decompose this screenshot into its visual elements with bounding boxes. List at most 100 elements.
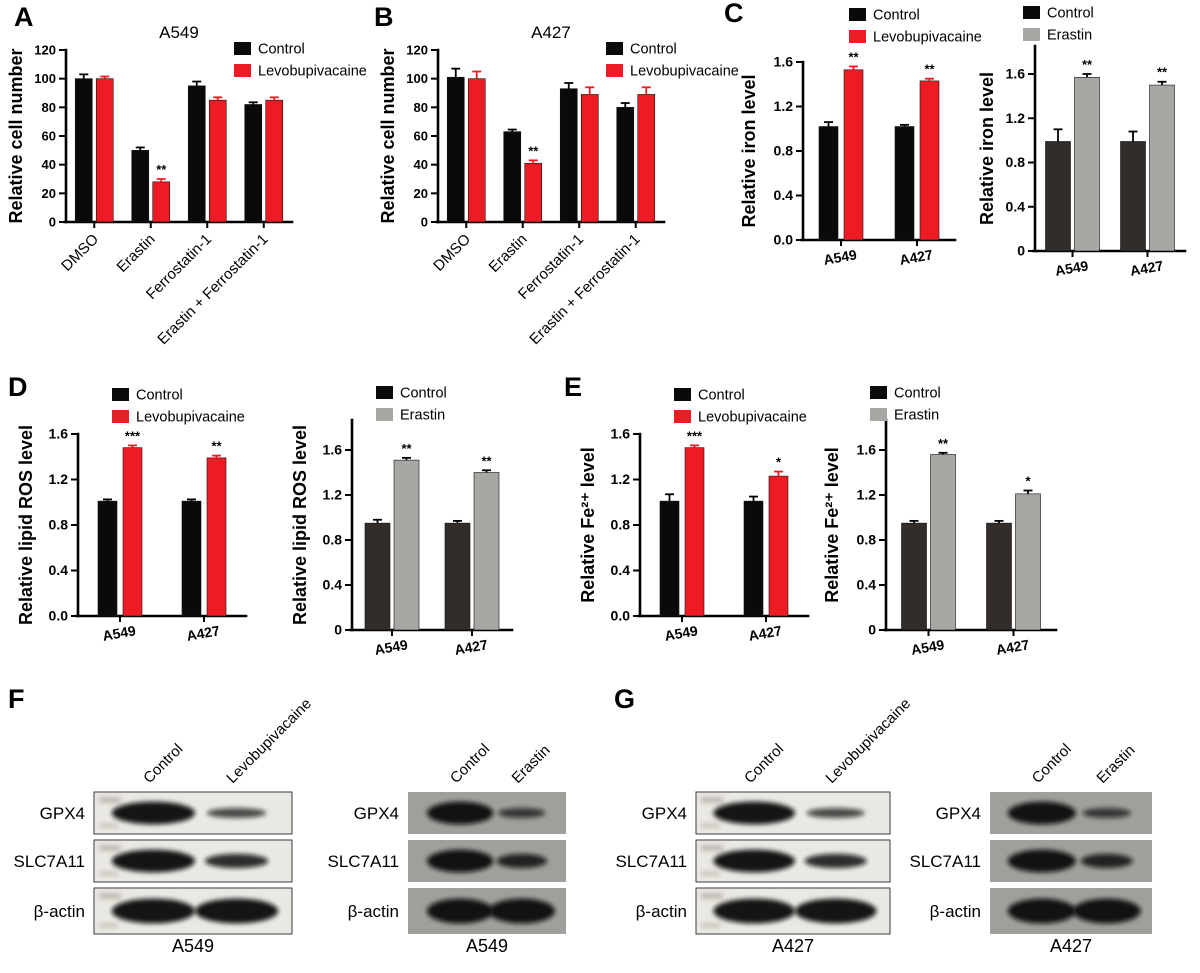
band-gpx4-control bbox=[1007, 801, 1076, 825]
significance-marker: ** bbox=[401, 441, 412, 456]
y-tick-label: 0.8 bbox=[49, 517, 69, 533]
bar-control-a427 bbox=[894, 126, 915, 241]
legend-label: Control bbox=[1047, 6, 1094, 22]
bar-control-a549 bbox=[659, 500, 680, 617]
lane-label: Control bbox=[140, 741, 186, 787]
legend-label: Erastin bbox=[1047, 28, 1092, 44]
marker-lane-smudge bbox=[701, 845, 723, 851]
legend-swatch bbox=[112, 410, 129, 423]
band-slc7a11-control bbox=[1007, 849, 1076, 873]
lane-label: Erastin bbox=[509, 742, 554, 787]
bar-control-a549 bbox=[818, 126, 839, 241]
x-category-label: Erastin + Ferrostatin-1 bbox=[154, 231, 271, 348]
legend-swatch bbox=[1023, 6, 1040, 19]
cell-line-label: A427 bbox=[1050, 936, 1092, 956]
legend-swatch bbox=[376, 386, 393, 399]
legend-label: Control bbox=[400, 386, 447, 402]
band-slc7a11-levobupivacaine bbox=[204, 853, 269, 869]
protein-label: SLC7A11 bbox=[13, 852, 85, 871]
bar-chart-iron-erastin: 0 0.4 0.8 1.2 1.6 Relative iron level A549 ** A4… bbox=[977, 6, 1187, 279]
protein-label: GPX4 bbox=[642, 804, 687, 823]
significance-marker: ** bbox=[1157, 65, 1168, 80]
y-tick-label: 60 bbox=[414, 129, 428, 144]
western-blot-a549-erastin: GPX4 SLC7A11 β-actin Control Erastin A549 bbox=[327, 741, 566, 956]
legend-swatch bbox=[606, 42, 623, 55]
x-category-label: A427 bbox=[185, 622, 221, 644]
bar-chart-lipid-ros-erastin: 0 0.4 0.8 1.2 1.6 Relative lipid ROS level A54… bbox=[290, 386, 514, 658]
bar-chart-a427-cell-number: 0 20 40 60 80 100 120 Relative cell number A427 D… bbox=[378, 23, 739, 348]
panel-letter-f: F bbox=[8, 684, 25, 714]
band-gpx4-control bbox=[713, 801, 795, 825]
bar-chart-iron-levobupivacaine: 0.0 0.4 0.8 1.2 1.6 Relative iron level A549 **… bbox=[739, 8, 982, 268]
x-category-label: A427 bbox=[453, 636, 489, 658]
bar-levobupivacaine-erastin-ferrostatin-1 bbox=[637, 94, 656, 223]
band-slc7a11-erastin bbox=[496, 853, 548, 869]
legend-swatch bbox=[112, 388, 129, 401]
legend-swatch bbox=[870, 408, 887, 421]
y-tick-label: 0.8 bbox=[1006, 154, 1026, 170]
lane-label: Levobupivacaine bbox=[822, 695, 914, 787]
western-blot-a549-levobupivacaine: GPX4 SLC7A11 β-actin Control Levobupivacaine… bbox=[13, 695, 315, 956]
protein-label: GPX4 bbox=[354, 804, 399, 823]
chart-title: A427 bbox=[531, 23, 571, 42]
x-category-label: DMSO bbox=[58, 231, 102, 275]
y-tick-label: 0.4 bbox=[857, 577, 877, 593]
bar-control-erastin bbox=[503, 131, 522, 223]
marker-lane-smudge bbox=[701, 893, 723, 899]
y-tick-label: 0.0 bbox=[774, 232, 794, 248]
bar-levobupivacaine-dmso bbox=[467, 78, 486, 223]
bar-levobupivacaine-a427 bbox=[768, 475, 789, 617]
legend-label: Levobupivacaine bbox=[698, 410, 807, 426]
y-tick-label: 1.2 bbox=[323, 487, 343, 503]
panel-letter-g: G bbox=[614, 684, 636, 714]
marker-lane-smudge bbox=[99, 797, 121, 803]
y-tick-label: 0.4 bbox=[611, 562, 631, 578]
bar-levobupivacaine-erastin bbox=[524, 162, 543, 223]
bar-erastin-a427 bbox=[1015, 493, 1041, 631]
legend-label: Control bbox=[698, 388, 745, 404]
legend-swatch bbox=[870, 386, 887, 399]
marker-lane-smudge bbox=[99, 823, 118, 828]
band-actin-control bbox=[426, 898, 494, 924]
lane-label: Control bbox=[447, 741, 493, 787]
y-tick-label: 40 bbox=[42, 157, 56, 172]
cell-line-label: A549 bbox=[466, 936, 508, 956]
bar-erastin-a427 bbox=[1149, 84, 1175, 252]
bar-control-a427 bbox=[743, 500, 764, 617]
y-tick-label: 1.6 bbox=[49, 426, 69, 442]
x-category-label: Erastin bbox=[114, 231, 159, 276]
marker-lane-smudge bbox=[99, 845, 121, 851]
legend-swatch bbox=[1023, 28, 1040, 41]
band-actin-control bbox=[1007, 898, 1076, 924]
y-tick-label: 100 bbox=[406, 71, 428, 86]
bar-control-ferrostatin-1 bbox=[559, 88, 578, 223]
western-blot-a427-erastin: GPX4 SLC7A11 β-actin Control Erastin A427 bbox=[909, 741, 1152, 956]
band-slc7a11-erastin bbox=[1080, 853, 1133, 869]
bar-control-erastin bbox=[131, 150, 150, 223]
protein-label: SLC7A11 bbox=[615, 852, 687, 871]
x-category-label: A427 bbox=[747, 622, 783, 644]
bar-control-a427 bbox=[1120, 141, 1146, 252]
y-tick-label: 40 bbox=[414, 157, 428, 172]
y-axis-label: Relative Fe²⁺ level bbox=[578, 447, 598, 603]
significance-marker: *** bbox=[687, 428, 703, 443]
y-tick-label: 0.8 bbox=[774, 143, 794, 159]
y-tick-label: 60 bbox=[42, 129, 56, 144]
band-gpx4-levobupivacaine bbox=[806, 807, 865, 819]
bar-control-a549 bbox=[901, 522, 927, 631]
x-category-label: A427 bbox=[1129, 257, 1165, 279]
panel-letter-c: C bbox=[724, 0, 744, 28]
band-actin-erastin bbox=[488, 898, 555, 924]
band-actin-erastin bbox=[1072, 898, 1141, 924]
bar-control-erastin-ferrostatin-1 bbox=[616, 107, 635, 223]
panel-letter-b: B bbox=[374, 2, 394, 32]
chart-title: A549 bbox=[159, 23, 199, 42]
legend-label: Levobupivacaine bbox=[258, 64, 367, 80]
y-tick-label: 20 bbox=[42, 186, 56, 201]
y-tick-label: 0 bbox=[1017, 243, 1025, 259]
y-tick-label: 0.8 bbox=[857, 532, 877, 548]
y-tick-label: 1.6 bbox=[611, 426, 631, 442]
bar-control-a427 bbox=[986, 522, 1012, 631]
band-slc7a11-control bbox=[426, 849, 494, 873]
bar-control-a427 bbox=[181, 500, 202, 617]
